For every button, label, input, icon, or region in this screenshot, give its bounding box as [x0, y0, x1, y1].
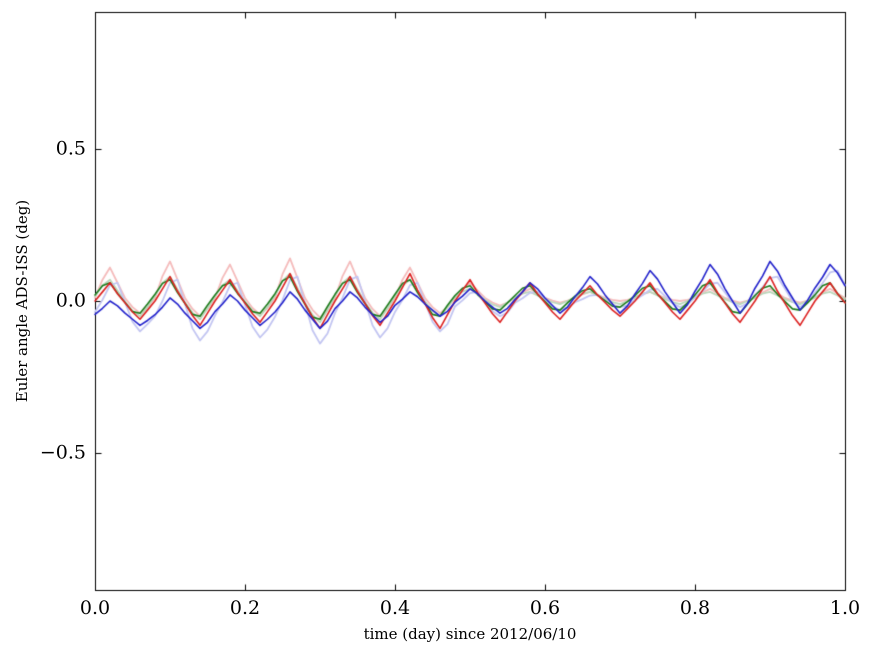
- x-tick-label: 0.2: [229, 597, 261, 619]
- x-tick-label: 0.4: [379, 597, 411, 619]
- x-tick-label: 0.6: [529, 597, 561, 619]
- y-tick-label: 0.5: [55, 137, 86, 160]
- x-tick-label: 0.0: [79, 597, 111, 619]
- y-tick-label: 0.0: [55, 289, 86, 312]
- x-tick-label: 1.0: [829, 597, 861, 619]
- y-axis-label: Euler angle ADS-ISS (deg): [13, 199, 31, 403]
- y-tick-label: −0.5: [39, 441, 86, 464]
- x-tick-label: 0.8: [679, 597, 711, 619]
- x-axis-label: time (day) since 2012/06/10: [363, 625, 577, 643]
